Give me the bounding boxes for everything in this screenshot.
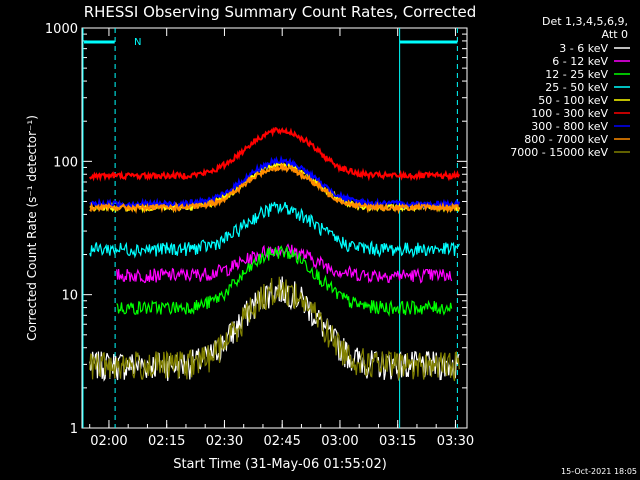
x-tick-label: 02:15 [148,434,185,449]
y-tick-label: 100 [53,155,78,170]
legend-label: 50 - 100 keV [538,94,608,107]
plot-area [81,27,468,429]
series-line [89,162,460,215]
series-line [89,276,460,382]
legend-header: Att 0 [602,28,628,41]
legend-label: 300 - 800 keV [531,120,608,133]
y-tick-label: 10 [61,289,78,304]
legend-label: 800 - 7000 keV [524,133,608,146]
x-tick-label: 03:15 [379,434,416,449]
x-axis-label: Start Time (31-May-06 01:55:02) [173,457,387,472]
legend-label: 12 - 25 keV [545,68,608,81]
y-tick-label: 1000 [45,22,78,37]
x-tick-label: 03:00 [321,434,358,449]
series-line [116,243,453,284]
x-tick-label: 02:45 [263,434,300,449]
timestamp: 15-Oct-2021 18:05 [561,467,637,476]
series-line [89,201,460,259]
x-tick-label: 03:30 [437,434,474,449]
legend-label: 3 - 6 keV [559,42,608,55]
series-line [88,126,461,182]
night-flag-label: N [134,37,141,48]
legend-label: 7000 - 15000 keV [510,146,608,159]
legend-header: Det 1,3,4,5,6,9, [542,15,628,28]
series-line [89,154,461,211]
series-line [116,245,453,317]
legend-label: 6 - 12 keV [552,55,608,68]
series-group [88,126,461,382]
chart-title: RHESSI Observing Summary Count Rates, Co… [84,3,477,21]
legend-label: 25 - 50 keV [545,81,608,94]
legend-label: 100 - 300 keV [531,107,608,120]
axes: 02:00 02:15 02:30 02:45 03:00 03:15 03:30 1 10 10… [45,22,474,449]
x-tick-label: 02:30 [206,434,243,449]
x-tick-label: 02:00 [90,434,127,449]
y-tick-label: 1 [70,422,78,437]
y-axis-label: Corrected Count Rate (s⁻¹ detector⁻¹) [25,115,39,341]
